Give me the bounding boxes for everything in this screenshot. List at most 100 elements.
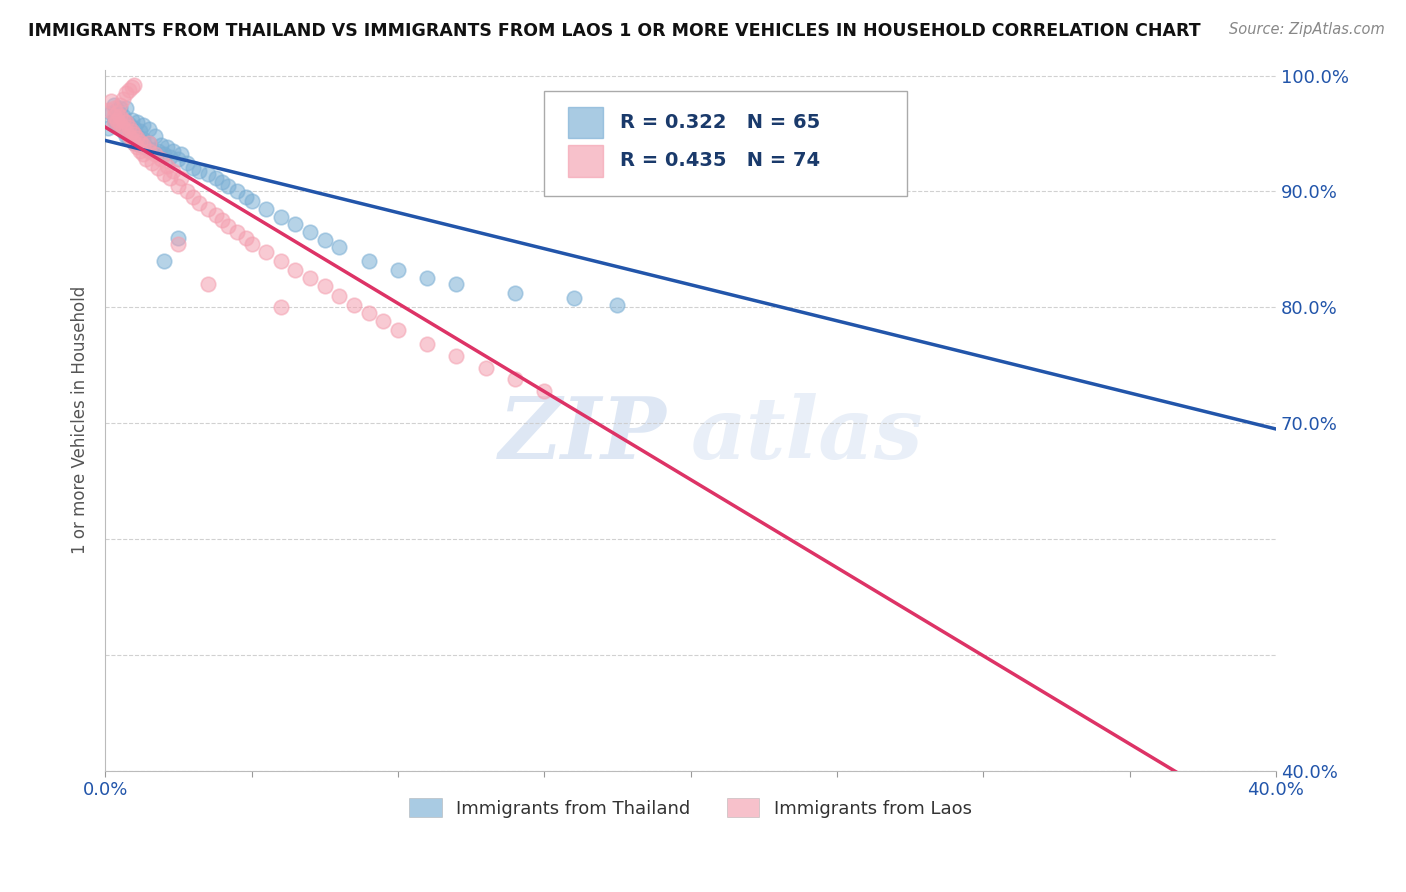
Point xyxy=(121,127,143,141)
Point xyxy=(138,136,160,150)
Point xyxy=(474,360,496,375)
Point xyxy=(97,120,120,135)
Point xyxy=(127,115,149,129)
Point xyxy=(117,120,139,134)
Point xyxy=(138,144,160,158)
Point xyxy=(132,132,155,146)
Point xyxy=(446,277,468,292)
Point xyxy=(141,155,163,169)
Point xyxy=(100,94,122,108)
Point xyxy=(105,103,128,118)
FancyBboxPatch shape xyxy=(568,145,603,177)
Point xyxy=(103,101,125,115)
Point xyxy=(328,289,350,303)
Point xyxy=(197,202,219,216)
Point xyxy=(152,147,174,161)
Point xyxy=(143,147,166,161)
Point xyxy=(167,231,190,245)
Point xyxy=(503,372,526,386)
Point xyxy=(138,136,160,150)
Point xyxy=(170,170,193,185)
Point xyxy=(117,128,139,143)
Point xyxy=(299,271,322,285)
Text: R = 0.435   N = 74: R = 0.435 N = 74 xyxy=(620,152,821,170)
Point xyxy=(270,254,292,268)
Point xyxy=(127,131,149,145)
Point xyxy=(132,138,155,153)
Point xyxy=(114,128,136,143)
Point xyxy=(135,152,157,166)
Point xyxy=(240,236,263,251)
Point xyxy=(197,277,219,292)
Point xyxy=(114,124,136,138)
Point xyxy=(205,208,228,222)
Point xyxy=(181,161,204,176)
Text: R = 0.322   N = 65: R = 0.322 N = 65 xyxy=(620,113,821,132)
Point xyxy=(217,219,239,234)
Point xyxy=(132,119,155,133)
Point xyxy=(159,150,181,164)
Point xyxy=(226,225,249,239)
Point xyxy=(129,124,152,138)
Point xyxy=(387,324,409,338)
Point xyxy=(254,202,277,216)
Point xyxy=(121,132,143,146)
Point xyxy=(562,291,585,305)
Point xyxy=(176,185,198,199)
Point xyxy=(621,120,644,135)
Point xyxy=(162,163,184,178)
Point xyxy=(159,170,181,185)
Point xyxy=(100,105,122,120)
Point xyxy=(235,190,257,204)
Point xyxy=(187,163,209,178)
Point xyxy=(270,210,292,224)
Point xyxy=(108,97,131,112)
FancyBboxPatch shape xyxy=(544,91,907,196)
Point xyxy=(124,136,146,150)
Point xyxy=(129,138,152,153)
Point xyxy=(416,271,439,285)
Point xyxy=(217,178,239,193)
Point xyxy=(97,103,120,118)
Point xyxy=(117,132,139,146)
Point xyxy=(124,78,146,92)
Point xyxy=(105,105,128,120)
Point xyxy=(181,190,204,204)
Point xyxy=(284,263,307,277)
Point xyxy=(105,112,128,127)
Point xyxy=(156,140,179,154)
Point xyxy=(127,140,149,154)
Point xyxy=(141,143,163,157)
Point xyxy=(503,286,526,301)
Point xyxy=(357,254,380,268)
Point xyxy=(127,128,149,143)
Point xyxy=(270,301,292,315)
Text: IMMIGRANTS FROM THAILAND VS IMMIGRANTS FROM LAOS 1 OR MORE VEHICLES IN HOUSEHOLD: IMMIGRANTS FROM THAILAND VS IMMIGRANTS F… xyxy=(28,22,1201,40)
Point xyxy=(211,175,233,189)
Point xyxy=(211,213,233,227)
Point xyxy=(796,140,818,154)
Point xyxy=(167,236,190,251)
Point xyxy=(235,231,257,245)
Point xyxy=(111,112,134,127)
Point xyxy=(124,127,146,141)
Point xyxy=(176,155,198,169)
Point xyxy=(124,136,146,150)
Point xyxy=(108,115,131,129)
Point xyxy=(240,194,263,208)
Point xyxy=(149,138,172,153)
Point xyxy=(162,144,184,158)
Legend: Immigrants from Thailand, Immigrants from Laos: Immigrants from Thailand, Immigrants fro… xyxy=(402,791,979,825)
Point xyxy=(343,298,366,312)
Point xyxy=(299,225,322,239)
Point xyxy=(114,115,136,129)
Point xyxy=(167,152,190,166)
Point xyxy=(149,152,172,166)
Point xyxy=(146,144,169,158)
Point xyxy=(138,122,160,136)
Text: ZIP: ZIP xyxy=(499,392,668,476)
Point xyxy=(357,306,380,320)
Point xyxy=(105,115,128,129)
Point xyxy=(170,147,193,161)
Point xyxy=(205,170,228,185)
